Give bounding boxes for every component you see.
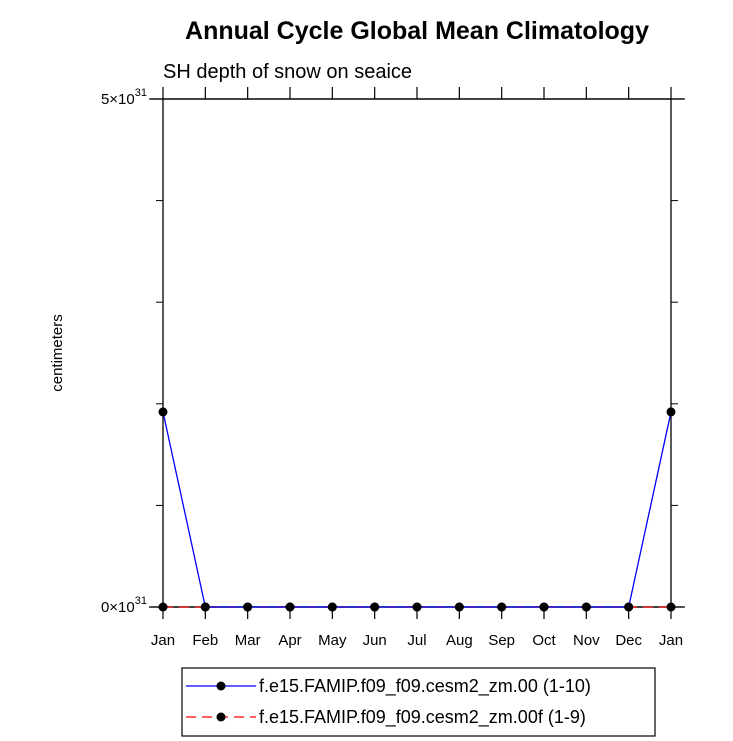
series-layer	[158, 407, 676, 612]
x-tick-label: Mar	[235, 632, 261, 649]
series-2-point	[581, 602, 591, 612]
legend-box	[181, 667, 656, 737]
x-tick-label: Aug	[446, 632, 473, 649]
x-tick-label: Feb	[192, 632, 218, 649]
x-tick-label: Apr	[278, 632, 301, 649]
x-tick-label: Sep	[488, 632, 515, 649]
axes: Jan Feb Mar Apr May Jun Jul Aug Sep Oct Nov Dec Jan0…	[101, 87, 685, 649]
series-2-point	[370, 602, 380, 612]
series-line-1	[162, 411, 672, 608]
series-2-point	[327, 602, 337, 612]
x-tick-label: Jul	[407, 632, 426, 649]
legend-marker-1	[216, 681, 226, 691]
plot-frame	[162, 98, 672, 608]
series-1-point	[666, 407, 676, 417]
series-2-point	[412, 602, 422, 612]
legend-marker-2	[216, 712, 226, 722]
y-axis-label: centimeters	[49, 314, 66, 392]
series-1-point	[158, 407, 168, 417]
series-2-point	[497, 602, 507, 612]
series-2-point	[158, 602, 168, 612]
x-tick-label: Oct	[532, 632, 556, 649]
x-tick-label: Jun	[363, 632, 387, 649]
legend: f.e15.FAMIP.f09_f09.cesm2_zm.00 (1-10) f.…	[181, 667, 656, 737]
series-2-point	[666, 602, 676, 612]
y-tick-label: 5×1031	[101, 87, 147, 108]
series-2-point	[624, 602, 634, 612]
legend-label-2: f.e15.FAMIP.f09_f09.cesm2_zm.00f (1-9)	[259, 707, 586, 728]
x-tick-label: May	[318, 632, 347, 649]
x-tick-label: Jan	[151, 632, 175, 649]
x-tick-label: Jan	[659, 632, 683, 649]
x-tick-label: Dec	[615, 632, 642, 649]
series-2-point	[243, 602, 253, 612]
series-2-point	[539, 602, 549, 612]
x-tick-label: Nov	[573, 632, 600, 649]
chart-subtitle: SH depth of snow on seaice	[163, 61, 412, 83]
chart-title: Annual Cycle Global Mean Climatology	[185, 17, 649, 45]
y-tick-label: 0×1031	[101, 595, 147, 616]
series-2-point	[200, 602, 210, 612]
series-2-point	[285, 602, 295, 612]
series-2-point	[454, 602, 464, 612]
legend-label-1: f.e15.FAMIP.f09_f09.cesm2_zm.00 (1-10)	[259, 676, 591, 697]
